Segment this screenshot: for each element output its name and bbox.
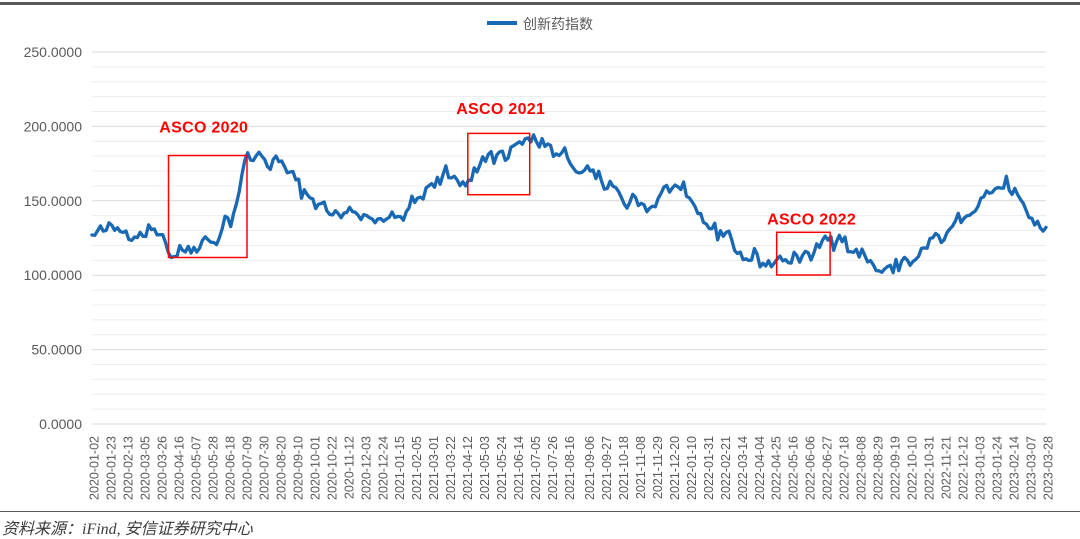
svg-text:2020-06-18: 2020-06-18 [223,436,237,500]
svg-text:2020-10-22: 2020-10-22 [325,436,339,500]
svg-text:2020-08-20: 2020-08-20 [274,436,288,500]
svg-text:2020-04-16: 2020-04-16 [172,436,186,500]
svg-text:2020-12-03: 2020-12-03 [359,436,373,500]
svg-text:2022-08-29: 2022-08-29 [872,436,886,500]
svg-text:2022-06-06: 2022-06-06 [804,436,818,500]
svg-text:2022-03-14: 2022-03-14 [736,436,750,500]
svg-text:2021-06-14: 2021-06-14 [512,436,526,500]
svg-text:200.0000: 200.0000 [24,118,83,134]
svg-text:150.0000: 150.0000 [24,193,83,209]
svg-text:100.0000: 100.0000 [24,267,83,283]
svg-text:2021-11-08: 2021-11-08 [634,436,648,499]
svg-text:2021-03-22: 2021-03-22 [444,436,458,500]
svg-text:2022-04-25: 2022-04-25 [770,436,784,500]
svg-text:2020-03-26: 2020-03-26 [155,436,169,500]
svg-text:2020-01-02: 2020-01-02 [88,436,102,500]
svg-text:2021-07-05: 2021-07-05 [529,436,543,500]
svg-text:2021-04-12: 2021-04-12 [461,436,475,500]
svg-text:2020-05-07: 2020-05-07 [189,436,203,500]
svg-text:2021-08-16: 2021-08-16 [563,436,577,500]
svg-text:2022-08-08: 2022-08-08 [855,436,869,500]
svg-text:2022-07-18: 2022-07-18 [838,436,852,500]
svg-text:2021-03-01: 2021-03-01 [427,436,441,500]
svg-text:2022-10-10: 2022-10-10 [906,436,920,500]
svg-text:2023-01-03: 2023-01-03 [974,436,988,500]
svg-text:2020-07-09: 2020-07-09 [240,436,254,500]
svg-text:ASCO 2021: ASCO 2021 [456,101,545,118]
svg-text:2020-11-12: 2020-11-12 [342,436,356,499]
svg-text:2022-09-19: 2022-09-19 [889,436,903,500]
svg-text:2021-01-15: 2021-01-15 [393,436,407,500]
svg-text:2022-02-21: 2022-02-21 [719,436,733,500]
svg-text:2022-10-31: 2022-10-31 [923,436,937,500]
svg-text:2020-12-24: 2020-12-24 [376,436,390,500]
svg-text:2023-03-07: 2023-03-07 [1025,436,1039,500]
svg-text:2021-05-03: 2021-05-03 [478,436,492,500]
svg-text:50.0000: 50.0000 [31,342,82,358]
svg-text:2021-11-29: 2021-11-29 [651,436,665,499]
svg-text:250.0000: 250.0000 [24,44,83,60]
svg-text:2020-05-28: 2020-05-28 [206,436,220,500]
svg-text:2023-01-24: 2023-01-24 [991,436,1005,500]
svg-text:2022-01-10: 2022-01-10 [685,436,699,500]
svg-text:2021-09-06: 2021-09-06 [583,436,597,500]
svg-text:2021-05-24: 2021-05-24 [495,436,509,500]
svg-text:2020-01-23: 2020-01-23 [104,436,118,500]
svg-text:2022-06-27: 2022-06-27 [821,436,835,500]
svg-text:2020-09-10: 2020-09-10 [291,436,305,500]
svg-text:2022-12-12: 2022-12-12 [957,436,971,500]
svg-text:2020-02-13: 2020-02-13 [121,436,135,500]
svg-text:2021-12-20: 2021-12-20 [668,436,682,500]
svg-text:2021-10-18: 2021-10-18 [617,436,631,500]
svg-text:2022-05-16: 2022-05-16 [787,436,801,500]
svg-text:2021-07-26: 2021-07-26 [546,436,560,500]
svg-text:ASCO 2020: ASCO 2020 [159,120,248,137]
svg-text:2021-09-27: 2021-09-27 [600,436,614,500]
svg-text:2020-07-30: 2020-07-30 [257,436,271,500]
svg-text:ASCO 2022: ASCO 2022 [767,211,856,228]
svg-text:2020-10-01: 2020-10-01 [308,436,322,500]
svg-text:2022-01-31: 2022-01-31 [702,436,716,500]
svg-text:2023-03-28: 2023-03-28 [1042,436,1056,500]
svg-text:0.0000: 0.0000 [39,416,82,432]
svg-text:2021-02-05: 2021-02-05 [410,436,424,500]
svg-text:2020-03-05: 2020-03-05 [138,436,152,500]
svg-text:2022-11-21: 2022-11-21 [940,436,954,499]
svg-text:2023-02-14: 2023-02-14 [1008,436,1022,500]
svg-text:2022-04-04: 2022-04-04 [753,436,767,500]
